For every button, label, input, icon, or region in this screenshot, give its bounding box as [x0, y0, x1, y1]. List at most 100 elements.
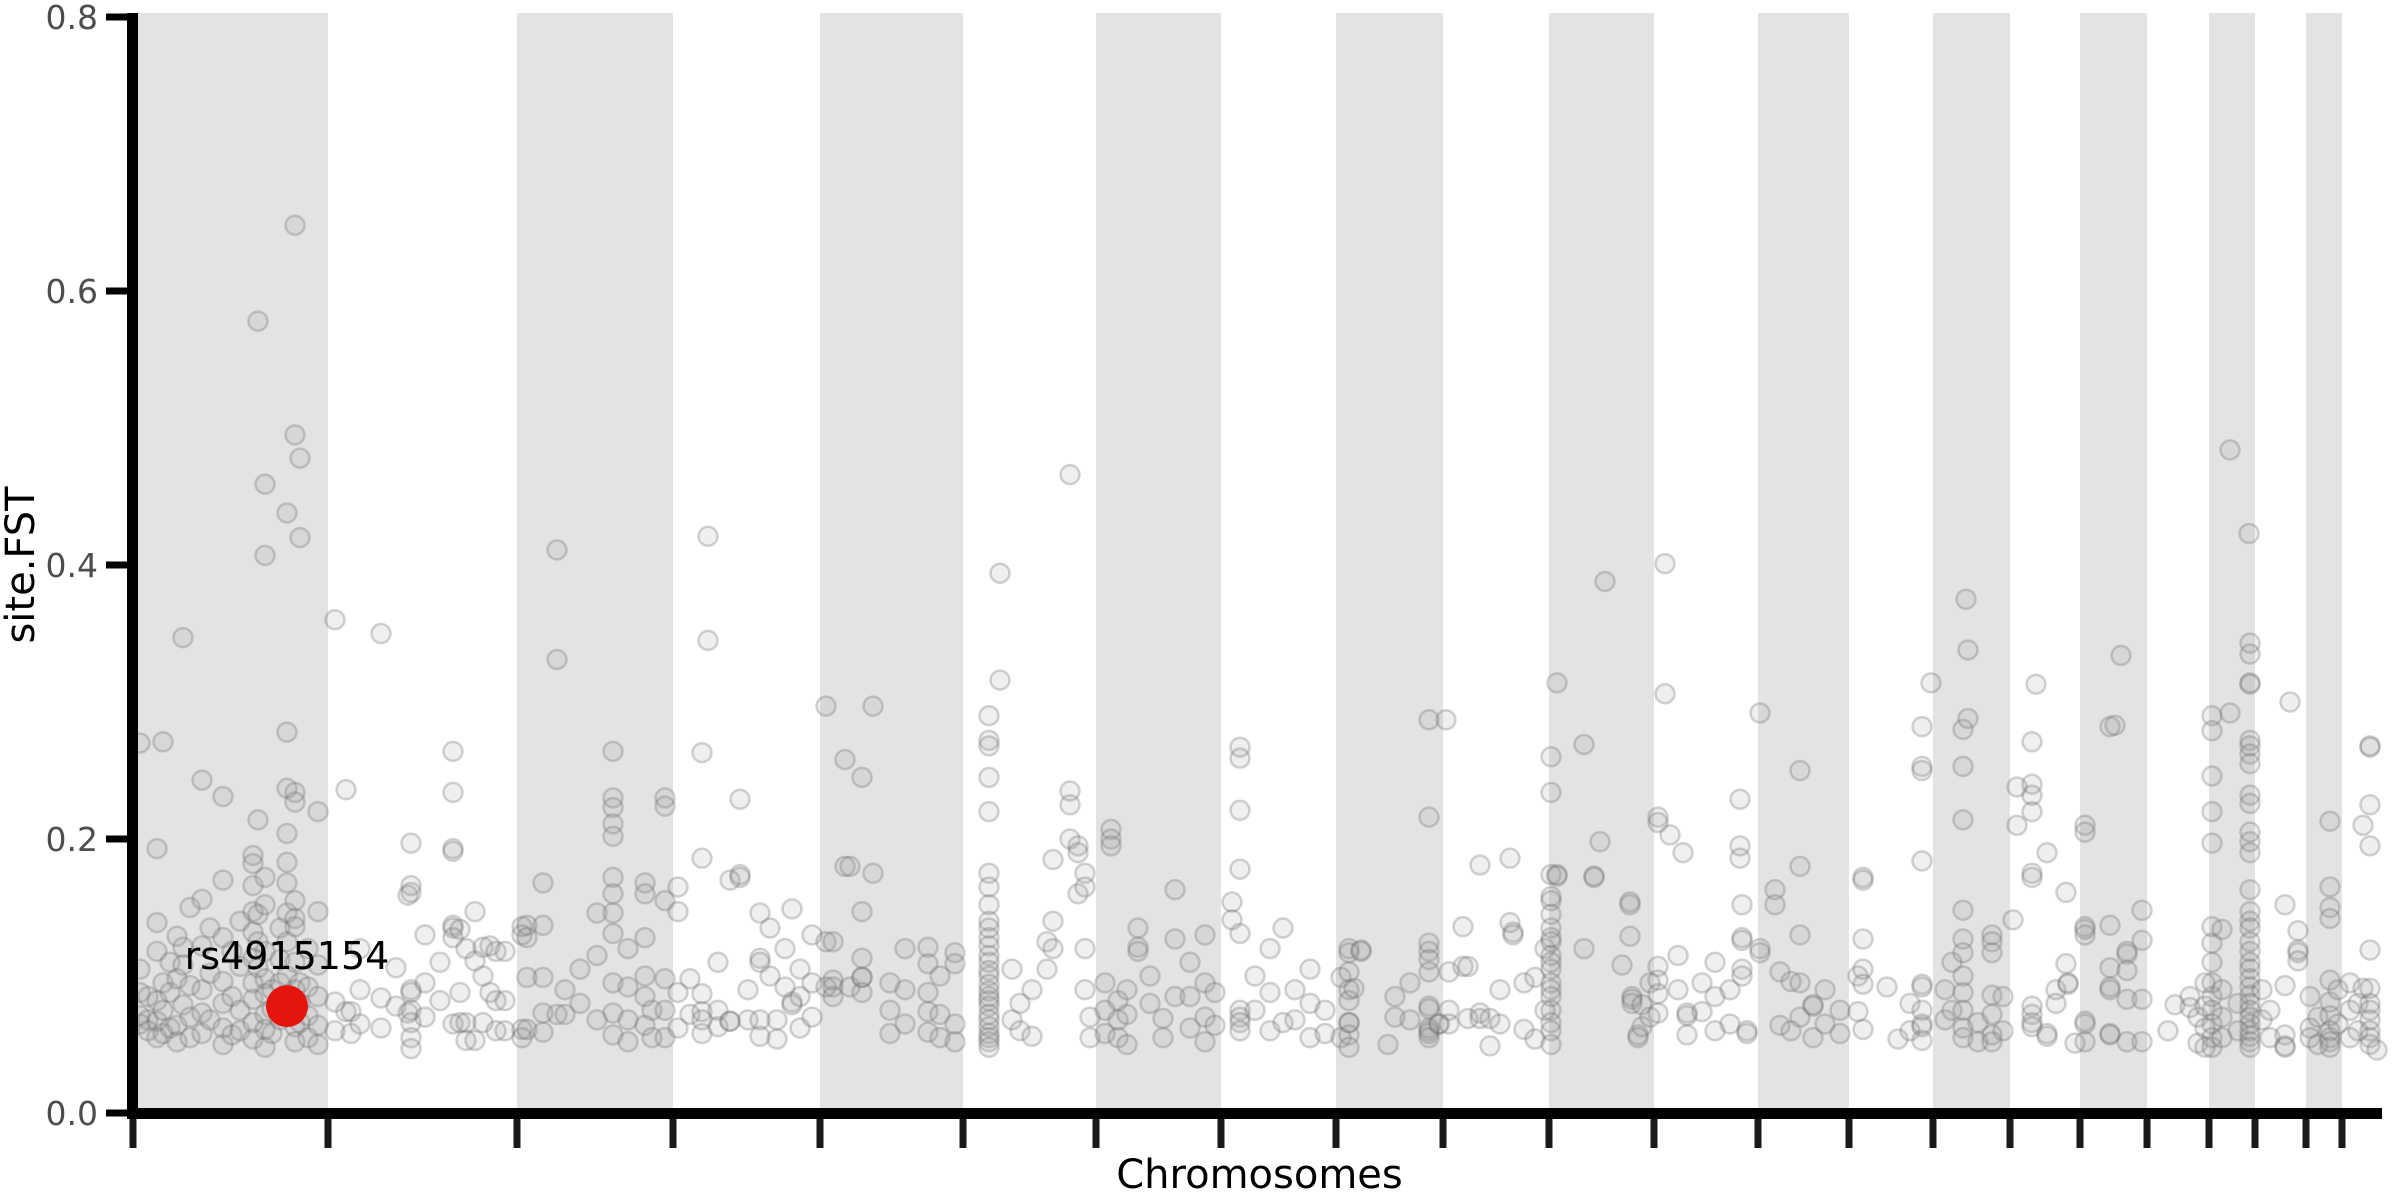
scatter-point: [2099, 1022, 2121, 1045]
scatter-point: [978, 995, 1000, 1017]
scatter-point: [917, 1021, 939, 1043]
scatter-point: [729, 863, 751, 886]
scatter-point: [815, 976, 837, 998]
scatter-point: [944, 1013, 966, 1035]
scatter-point: [634, 1014, 656, 1037]
scatter-point: [602, 922, 624, 945]
scatter-point: [442, 914, 464, 937]
y-axis-tick: [106, 561, 127, 569]
scatter-point: [221, 1024, 243, 1046]
scatter-point: [2074, 1031, 2096, 1053]
scatter-point: [324, 991, 346, 1013]
scatter-point: [917, 952, 939, 975]
scatter-point: [1952, 965, 1974, 987]
scatter-point: [2219, 702, 2241, 724]
scatter-point: [2352, 814, 2374, 837]
scatter-point: [324, 609, 346, 631]
y-axis-title: site.FST: [0, 486, 44, 644]
scatter-point: [1194, 924, 1216, 946]
scatter-point: [1667, 944, 1689, 967]
scatter-point: [1469, 1002, 1491, 1024]
scatter-point: [464, 1029, 486, 1052]
scatter-point: [978, 800, 1000, 823]
scatter-point: [2274, 1035, 2296, 1057]
scatter-point: [1704, 985, 1726, 1008]
scatter-point: [1330, 966, 1352, 989]
scatter-point: [1524, 1028, 1546, 1050]
scatter-point: [1639, 972, 1661, 994]
x-axis-tick: [2143, 1119, 2151, 1148]
scatter-point: [340, 1022, 362, 1045]
scatter-point: [494, 1020, 516, 1042]
scatter-point: [978, 951, 1000, 974]
scatter-point: [442, 840, 464, 863]
scatter-point: [1229, 858, 1251, 880]
scatter-point: [1179, 951, 1201, 974]
scatter-point: [1780, 970, 1802, 993]
scatter-point: [654, 999, 676, 1021]
scatter-point: [254, 473, 276, 495]
scatter-point: [978, 989, 1000, 1012]
scatter-point: [707, 951, 729, 974]
scatter-point: [749, 951, 771, 974]
scatter-point: [1540, 746, 1562, 768]
scatter-point: [944, 1031, 966, 1053]
scatter-point: [159, 981, 181, 1004]
scatter-point: [2055, 881, 2077, 904]
scatter-point: [1852, 869, 1874, 891]
scatter-point: [1229, 999, 1251, 1021]
scatter-point: [1540, 958, 1562, 980]
scatter-point: [1139, 992, 1161, 1015]
scatter-point: [370, 622, 392, 645]
y-axis-tick: [106, 287, 127, 295]
scatter-point: [1546, 672, 1568, 694]
scatter-point: [801, 924, 823, 946]
x-axis-tick: [1754, 1119, 1762, 1148]
scatter-point: [2021, 995, 2043, 1017]
scatter-point: [749, 1025, 771, 1048]
scatter-point: [697, 629, 719, 652]
scatter-point: [1204, 1014, 1226, 1037]
scatter-point: [254, 544, 276, 567]
scatter-point: [1152, 1007, 1174, 1030]
scatter-point: [2359, 1026, 2381, 1049]
scatter-point: [276, 502, 298, 524]
scatter-point: [679, 967, 701, 990]
scatter-point: [602, 883, 624, 905]
scatter-point: [2239, 1020, 2261, 1042]
scatter-point: [634, 926, 656, 949]
scatter-point: [1911, 759, 1933, 782]
scatter-point: [1540, 1011, 1562, 1034]
scatter-point: [2131, 988, 2153, 1011]
scatter-point: [442, 781, 464, 804]
scatter-point: [1780, 1020, 1802, 1042]
scatter-point: [2194, 995, 2216, 1017]
scatter-point: [1952, 981, 1974, 1004]
scatter-point: [1499, 847, 1521, 869]
scatter-point: [179, 1006, 201, 1028]
scatter-point: [1829, 999, 1851, 1021]
scatter-point: [2201, 985, 2223, 1008]
scatter-point: [397, 1002, 419, 1024]
scatter-point: [1284, 978, 1306, 1001]
scatter-point: [1911, 1013, 1933, 1035]
scatter-point: [1502, 921, 1524, 943]
scatter-point: [284, 907, 306, 930]
scatter-point: [532, 966, 554, 989]
scatter-point: [1036, 931, 1058, 953]
scatter-point: [1952, 899, 1974, 921]
scatter-point: [2099, 978, 2121, 1001]
scatter-point: [1272, 1011, 1294, 1034]
scatter-point: [2239, 821, 2261, 843]
scatter-point: [789, 958, 811, 980]
scatter-point: [1594, 570, 1616, 593]
scatter-point: [978, 1026, 1000, 1049]
y-axis-tick-label: 0.0: [46, 1094, 98, 1133]
scatter-point: [749, 1009, 771, 1031]
scatter-point: [1676, 1002, 1698, 1024]
scatter-point: [719, 1010, 741, 1032]
scatter-point: [284, 214, 306, 236]
scatter-point: [284, 791, 306, 813]
scatter-point: [2045, 992, 2067, 1015]
y-axis-tick: [106, 835, 127, 843]
